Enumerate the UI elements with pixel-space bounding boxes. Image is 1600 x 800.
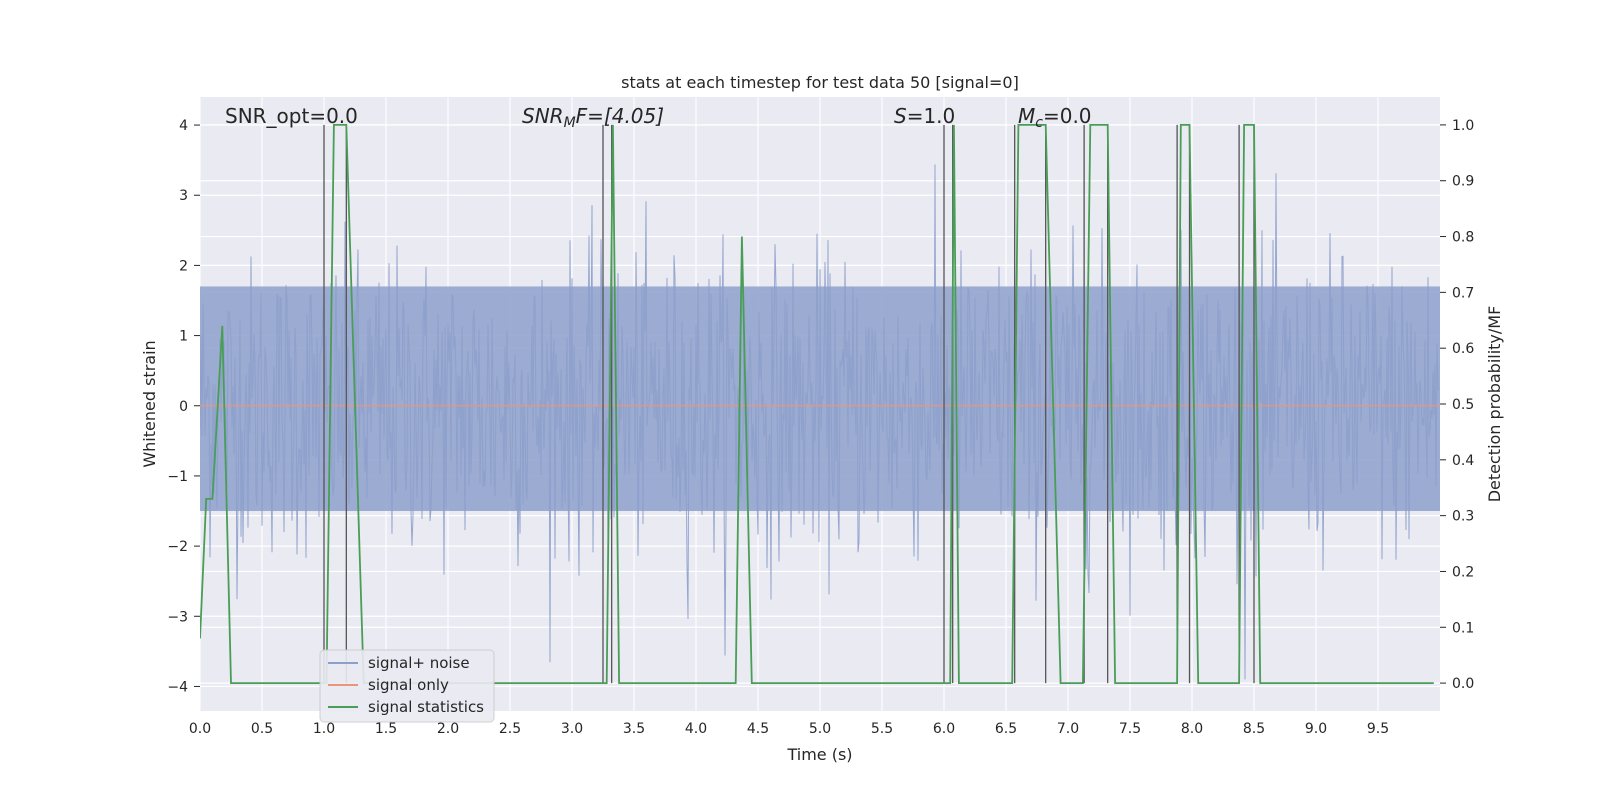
detection-vertical-lines bbox=[323, 124, 1255, 684]
annotation-s-main: S bbox=[894, 104, 907, 128]
annotation-mc-rest: =0.0 bbox=[1043, 104, 1092, 128]
x-tick-label: 7.0 bbox=[1057, 721, 1079, 737]
x-tick-label: 6.5 bbox=[995, 721, 1017, 737]
x-tick-label: 0.0 bbox=[189, 721, 211, 737]
right-y-tick-label: 0.1 bbox=[1452, 620, 1474, 636]
right-y-tick-label: 0.0 bbox=[1452, 676, 1474, 692]
right-y-tick-label: 0.6 bbox=[1452, 341, 1474, 357]
x-tick-label: 8.5 bbox=[1243, 721, 1265, 737]
left-y-tick-label: 2 bbox=[179, 258, 188, 274]
left-y-tick-label: 3 bbox=[179, 188, 188, 204]
left-y-tick-label: −3 bbox=[167, 609, 188, 625]
left-y-tick-label: −2 bbox=[167, 539, 188, 555]
x-tick-label: 5.0 bbox=[809, 721, 831, 737]
legend-box bbox=[319, 649, 495, 723]
x-tick-label: 7.5 bbox=[1119, 721, 1141, 737]
annotation-s-rest: =1.0 bbox=[907, 104, 956, 128]
x-tick-label: 9.0 bbox=[1305, 721, 1327, 737]
x-axis-label: Time (s) bbox=[786, 745, 852, 764]
x-tick-label: 4.5 bbox=[747, 721, 769, 737]
left-y-axis-ticks: 4 3 2 1 0 −1 −2 −3 −4 bbox=[167, 118, 200, 695]
left-y-tick-label: −4 bbox=[167, 679, 188, 695]
right-y-tick-label: 0.5 bbox=[1452, 397, 1474, 413]
x-tick-label: 1.5 bbox=[375, 721, 397, 737]
x-tick-label: 9.5 bbox=[1367, 721, 1389, 737]
x-tick-label: 4.0 bbox=[685, 721, 707, 737]
annotation-snr-mf-rest: F=[4.05] bbox=[576, 104, 664, 128]
x-tick-label: 8.0 bbox=[1181, 721, 1203, 737]
right-y-tick-label: 0.2 bbox=[1452, 564, 1474, 580]
annotation-s: S=1.0 bbox=[894, 104, 955, 128]
x-tick-label: 5.5 bbox=[871, 721, 893, 737]
annotation-mc-main: M bbox=[1018, 104, 1035, 128]
annotation-snr-opt: SNR_opt=0.0 bbox=[225, 104, 358, 128]
right-y-tick-label: 0.8 bbox=[1452, 230, 1474, 246]
annotation-mc-sub: c bbox=[1035, 115, 1043, 131]
annotation-snr-mf: SNRMF=[4.05] bbox=[522, 104, 664, 131]
chart-title: stats at each timestep for test data 50 … bbox=[621, 73, 1019, 92]
left-y-tick-label: 0 bbox=[179, 399, 188, 415]
right-y-tick-label: 0.9 bbox=[1452, 174, 1474, 190]
right-y-tick-label: 1.0 bbox=[1452, 118, 1474, 134]
legend-label-signal-only: signal only bbox=[368, 676, 449, 694]
x-tick-label: 2.0 bbox=[437, 721, 459, 737]
x-tick-label: 2.5 bbox=[499, 721, 521, 737]
x-tick-label: 0.5 bbox=[251, 721, 273, 737]
right-y-tick-label: 0.4 bbox=[1452, 453, 1474, 469]
x-tick-label: 3.5 bbox=[623, 721, 645, 737]
x-tick-label: 6.0 bbox=[933, 721, 955, 737]
left-y-tick-label: 4 bbox=[179, 118, 188, 134]
right-y-axis-ticks: 1.0 0.9 0.8 0.7 0.6 0.5 0.4 0.3 0.2 0.1 0.0 bbox=[1440, 118, 1474, 692]
x-axis-ticks: 0.0 0.5 1.0 1.5 2.0 2.5 3.0 3.5 4.0 4.5 5.0 5.5 6.0 6… bbox=[189, 721, 1389, 737]
legend-label-signal-plus-noise: signal+ noise bbox=[368, 654, 470, 672]
legend-label-signal-statistics: signal statistics bbox=[368, 698, 484, 716]
right-y-axis-label: Detection probability/MF bbox=[1485, 306, 1504, 503]
annotation-mc: Mc=0.0 bbox=[1018, 104, 1092, 131]
x-tick-label: 3.0 bbox=[561, 721, 583, 737]
legend: signal+ noise signal only signal statist… bbox=[319, 649, 495, 723]
left-y-axis-label: Whitened strain bbox=[140, 340, 159, 467]
annotation-snr-mf-sub: M bbox=[564, 115, 576, 131]
signal-plus-noise-series bbox=[200, 164, 1440, 680]
left-y-tick-label: 1 bbox=[179, 329, 188, 345]
annotation-snr-mf-base: SNR bbox=[522, 104, 564, 128]
right-y-tick-label: 0.7 bbox=[1452, 285, 1474, 301]
x-tick-label: 1.0 bbox=[313, 721, 335, 737]
right-y-tick-label: 0.3 bbox=[1452, 509, 1474, 525]
left-y-tick-label: −1 bbox=[167, 469, 188, 485]
